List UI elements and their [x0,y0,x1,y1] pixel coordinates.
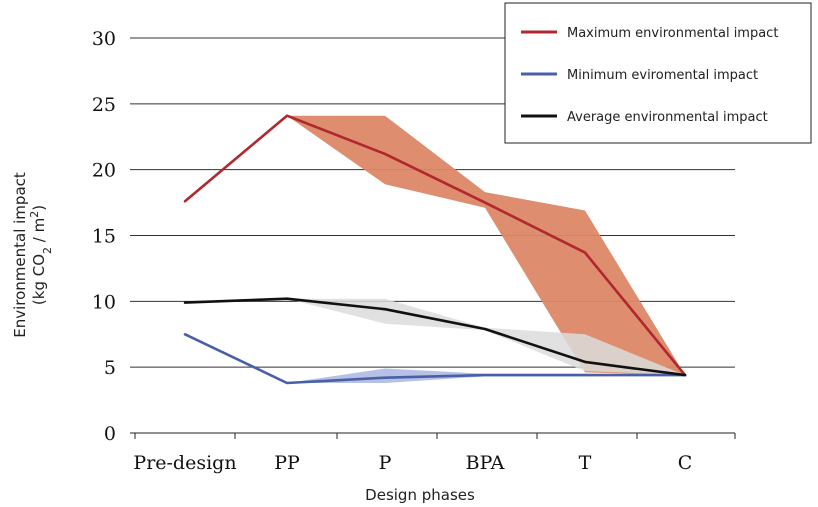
y-axis-unit-subscript: 2 [41,247,54,254]
legend-label: Average environmental impact [567,110,768,125]
y-tick-label: 30 [92,28,116,50]
x-tick-label: C [678,452,693,474]
y-tick-labels: 0 5 10 15 20 25 30 [92,28,116,445]
y-axis-title-line2: (kg CO2 / m2) [28,205,54,305]
legend-box [504,2,812,144]
y-tick-label: 20 [92,160,116,182]
legend-label: Maximum environmental impact [567,26,778,41]
axes [130,432,736,439]
series-lines [183,114,687,385]
legend: Maximum environmental impact Minimum evir… [504,2,812,144]
range-band-series-0 [287,115,685,376]
range-band-series-2 [287,298,685,376]
y-tick-label: 5 [104,357,116,379]
y-axis-title: Environmental impact (kg CO2 / m2) [11,172,54,338]
x-tick-label: Pre-design [133,452,236,474]
range-bands [287,115,685,383]
y-axis-unit-superscript: 2 [28,211,41,218]
y-tick-label: 15 [92,226,116,248]
y-axis-unit-suffix: ) [30,205,48,211]
y-axis-unit-prefix: (kg CO [30,254,48,305]
x-tick-label: PP [274,452,300,474]
y-tick-label: 10 [92,291,116,313]
legend-label: Minimum eviromental impact [567,68,758,83]
series-line-0 [183,114,687,377]
x-tick-label: T [579,452,592,474]
y-axis-unit-mid: / m [30,218,48,247]
x-axis-title: Design phases [365,486,475,504]
x-tick-label: BPA [466,452,505,474]
y-axis-title-line1: Environmental impact [11,172,29,338]
x-tick-label: P [379,452,392,474]
series-line-2 [183,297,687,377]
x-tick-labels: Pre-design PP P BPA T C [133,452,692,474]
y-tick-label: 25 [92,94,116,116]
series-line-1 [183,332,687,385]
y-tick-label: 0 [104,423,116,445]
